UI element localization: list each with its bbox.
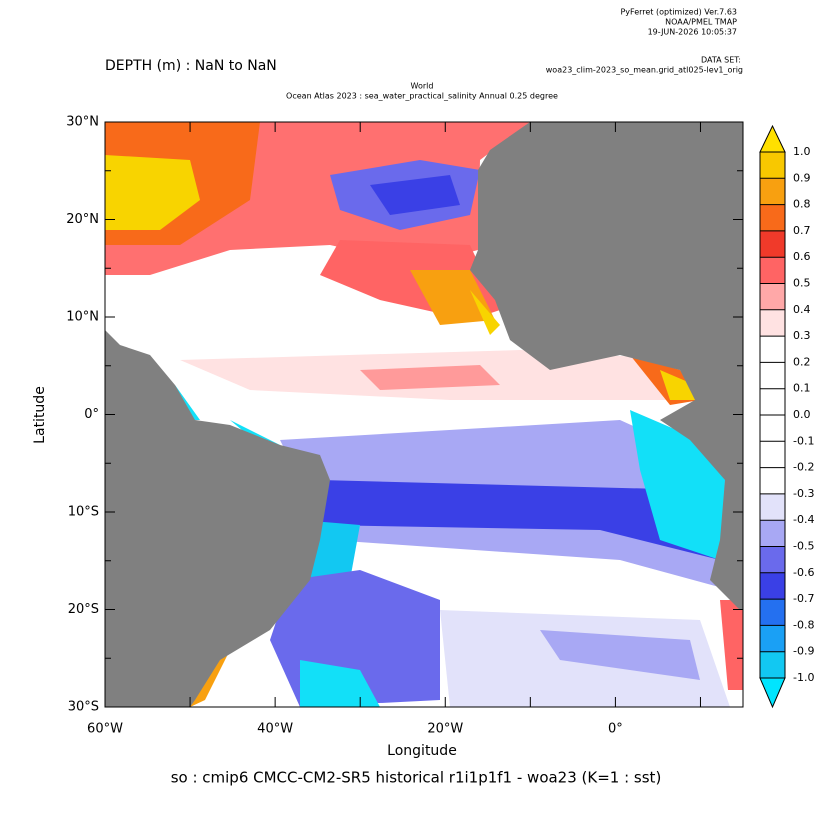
dataset-label: DATA SET: bbox=[701, 56, 741, 65]
colorbar-label: -0.2 bbox=[793, 461, 814, 474]
colorbar-band bbox=[760, 178, 785, 205]
x-tick-label: 40°W bbox=[257, 722, 293, 737]
field bbox=[105, 122, 743, 707]
title: Ocean Atlas 2023 : sea_water_practical_s… bbox=[286, 92, 558, 101]
colorbar-band bbox=[760, 336, 785, 363]
x-tick-label: 60°W bbox=[87, 722, 123, 737]
colorbar-label: 0.7 bbox=[793, 224, 811, 237]
y-tick-label: 30°S bbox=[68, 700, 99, 715]
colorbar-label: 0.8 bbox=[793, 198, 811, 211]
caption: so : cmip6 CMCC-CM2-SR5 historical r1i1p… bbox=[171, 769, 662, 787]
colorbar-label: -1.0 bbox=[793, 671, 814, 684]
colorbar-label: 0.0 bbox=[793, 408, 811, 421]
colorbar-label: -0.8 bbox=[793, 618, 814, 631]
title: World bbox=[411, 82, 434, 91]
y-tick-label: 20°N bbox=[66, 212, 99, 227]
dataset: woa23_clim-2023_so_mean.grid_atl025-lev1… bbox=[546, 66, 743, 75]
y-tick-label: 0° bbox=[84, 407, 99, 422]
colorbar-label: 1.0 bbox=[793, 145, 811, 158]
colorbar-label: -0.6 bbox=[793, 566, 814, 579]
colorbar-band bbox=[760, 362, 785, 389]
colorbar-label: -0.4 bbox=[793, 513, 814, 526]
x-tick-label: 0° bbox=[608, 722, 623, 737]
y-tick-label: 10°S bbox=[68, 505, 99, 520]
colorbar-band bbox=[760, 572, 785, 600]
colorbar-band bbox=[760, 257, 785, 284]
x-tick-label: 20°W bbox=[427, 722, 463, 737]
colorbar-band bbox=[760, 599, 785, 626]
colorbar-label: -0.5 bbox=[793, 540, 814, 553]
colorbar-label: 0.1 bbox=[793, 382, 811, 395]
colorbar-label: -0.1 bbox=[793, 434, 814, 447]
colorbar-band bbox=[760, 520, 785, 547]
colorbar-band bbox=[760, 441, 785, 468]
colorbar-label: 0.6 bbox=[793, 250, 811, 263]
colorbar-label: -0.9 bbox=[793, 645, 814, 658]
colorbar-label: 0.3 bbox=[793, 329, 811, 342]
colorbar-label: -0.3 bbox=[793, 487, 814, 500]
colorbar-band bbox=[760, 204, 785, 231]
colorbar-label: 0.2 bbox=[793, 355, 811, 368]
colorbar-label: 0.9 bbox=[793, 171, 811, 184]
software: PyFerret (optimized) Ver.7.63 bbox=[620, 8, 737, 17]
colorbar-band bbox=[760, 625, 785, 652]
colorbar-over bbox=[759, 124, 786, 153]
colorbar-band bbox=[760, 283, 785, 310]
colorbar-label: 0.4 bbox=[793, 303, 811, 316]
software: 19-JUN-2026 10:05:37 bbox=[648, 28, 737, 37]
y-axis-label: Latitude bbox=[32, 386, 48, 444]
software: NOAA/PMEL TMAP bbox=[665, 18, 737, 27]
colorbar-band bbox=[760, 309, 785, 337]
colorbar-band bbox=[760, 152, 785, 179]
colorbar-band bbox=[760, 388, 785, 415]
depth: DEPTH (m) : NaN to NaN bbox=[105, 58, 277, 74]
header: PyFerret (optimized) Ver.7.63 NOAA/PMEL … bbox=[546, 8, 743, 75]
colorbar-label: -0.7 bbox=[793, 592, 814, 605]
colorbar-under bbox=[759, 677, 786, 709]
y-tick-label: 30°N bbox=[66, 115, 99, 130]
colorbar-band bbox=[760, 493, 785, 521]
x-axis-label: Longitude bbox=[387, 743, 457, 759]
y-tick-label: 10°N bbox=[66, 310, 99, 325]
colorbar-band bbox=[760, 546, 785, 573]
colorbar-band bbox=[760, 230, 785, 258]
colorbar-band bbox=[760, 467, 785, 494]
colorbar-label: 0.5 bbox=[793, 277, 811, 290]
colorbar-band bbox=[760, 651, 785, 678]
colorbar-band bbox=[760, 415, 785, 442]
y-tick-label: 20°S bbox=[68, 602, 99, 617]
